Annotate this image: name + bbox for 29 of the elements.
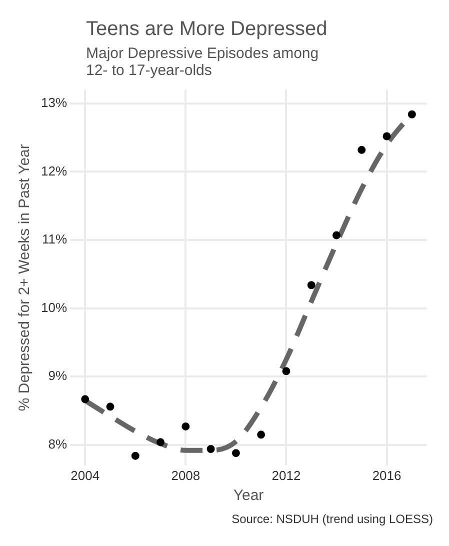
point [408, 110, 416, 118]
point [307, 281, 316, 290]
point [131, 452, 140, 460]
x-tick-label: 2004 [70, 468, 100, 483]
y-axis-title: % Depressed for 2+ Weeks in Past Year [16, 144, 34, 412]
y-tick-label: 8% [48, 436, 68, 452]
point [156, 438, 165, 446]
x-tick-label: 2016 [372, 468, 402, 483]
y-tick-label: 11% [42, 232, 68, 247]
y-tick-label: 13% [40, 95, 68, 110]
point [81, 395, 90, 404]
point [332, 231, 340, 240]
x-tick-label: 2008 [171, 468, 200, 483]
point [106, 402, 114, 411]
source-note: Source: NSDUH (trend using LOESS) [232, 512, 433, 526]
chart-title: Teens are More Depressed [86, 18, 328, 41]
point [282, 367, 290, 376]
y-tick-label: 12% [40, 163, 68, 178]
point [182, 422, 190, 430]
y-tick-label: 10% [40, 300, 68, 315]
point [257, 430, 266, 439]
point [382, 132, 391, 140]
point [232, 449, 240, 458]
chart-subtitle: Major Depressive Episodes among 12- to 17-year-olds [86, 45, 320, 79]
y-tick-label: 9% [48, 368, 68, 384]
x-axis-title: Year [233, 487, 264, 504]
point [206, 445, 215, 454]
point [358, 146, 366, 154]
x-tick-label: 2012 [272, 468, 301, 483]
